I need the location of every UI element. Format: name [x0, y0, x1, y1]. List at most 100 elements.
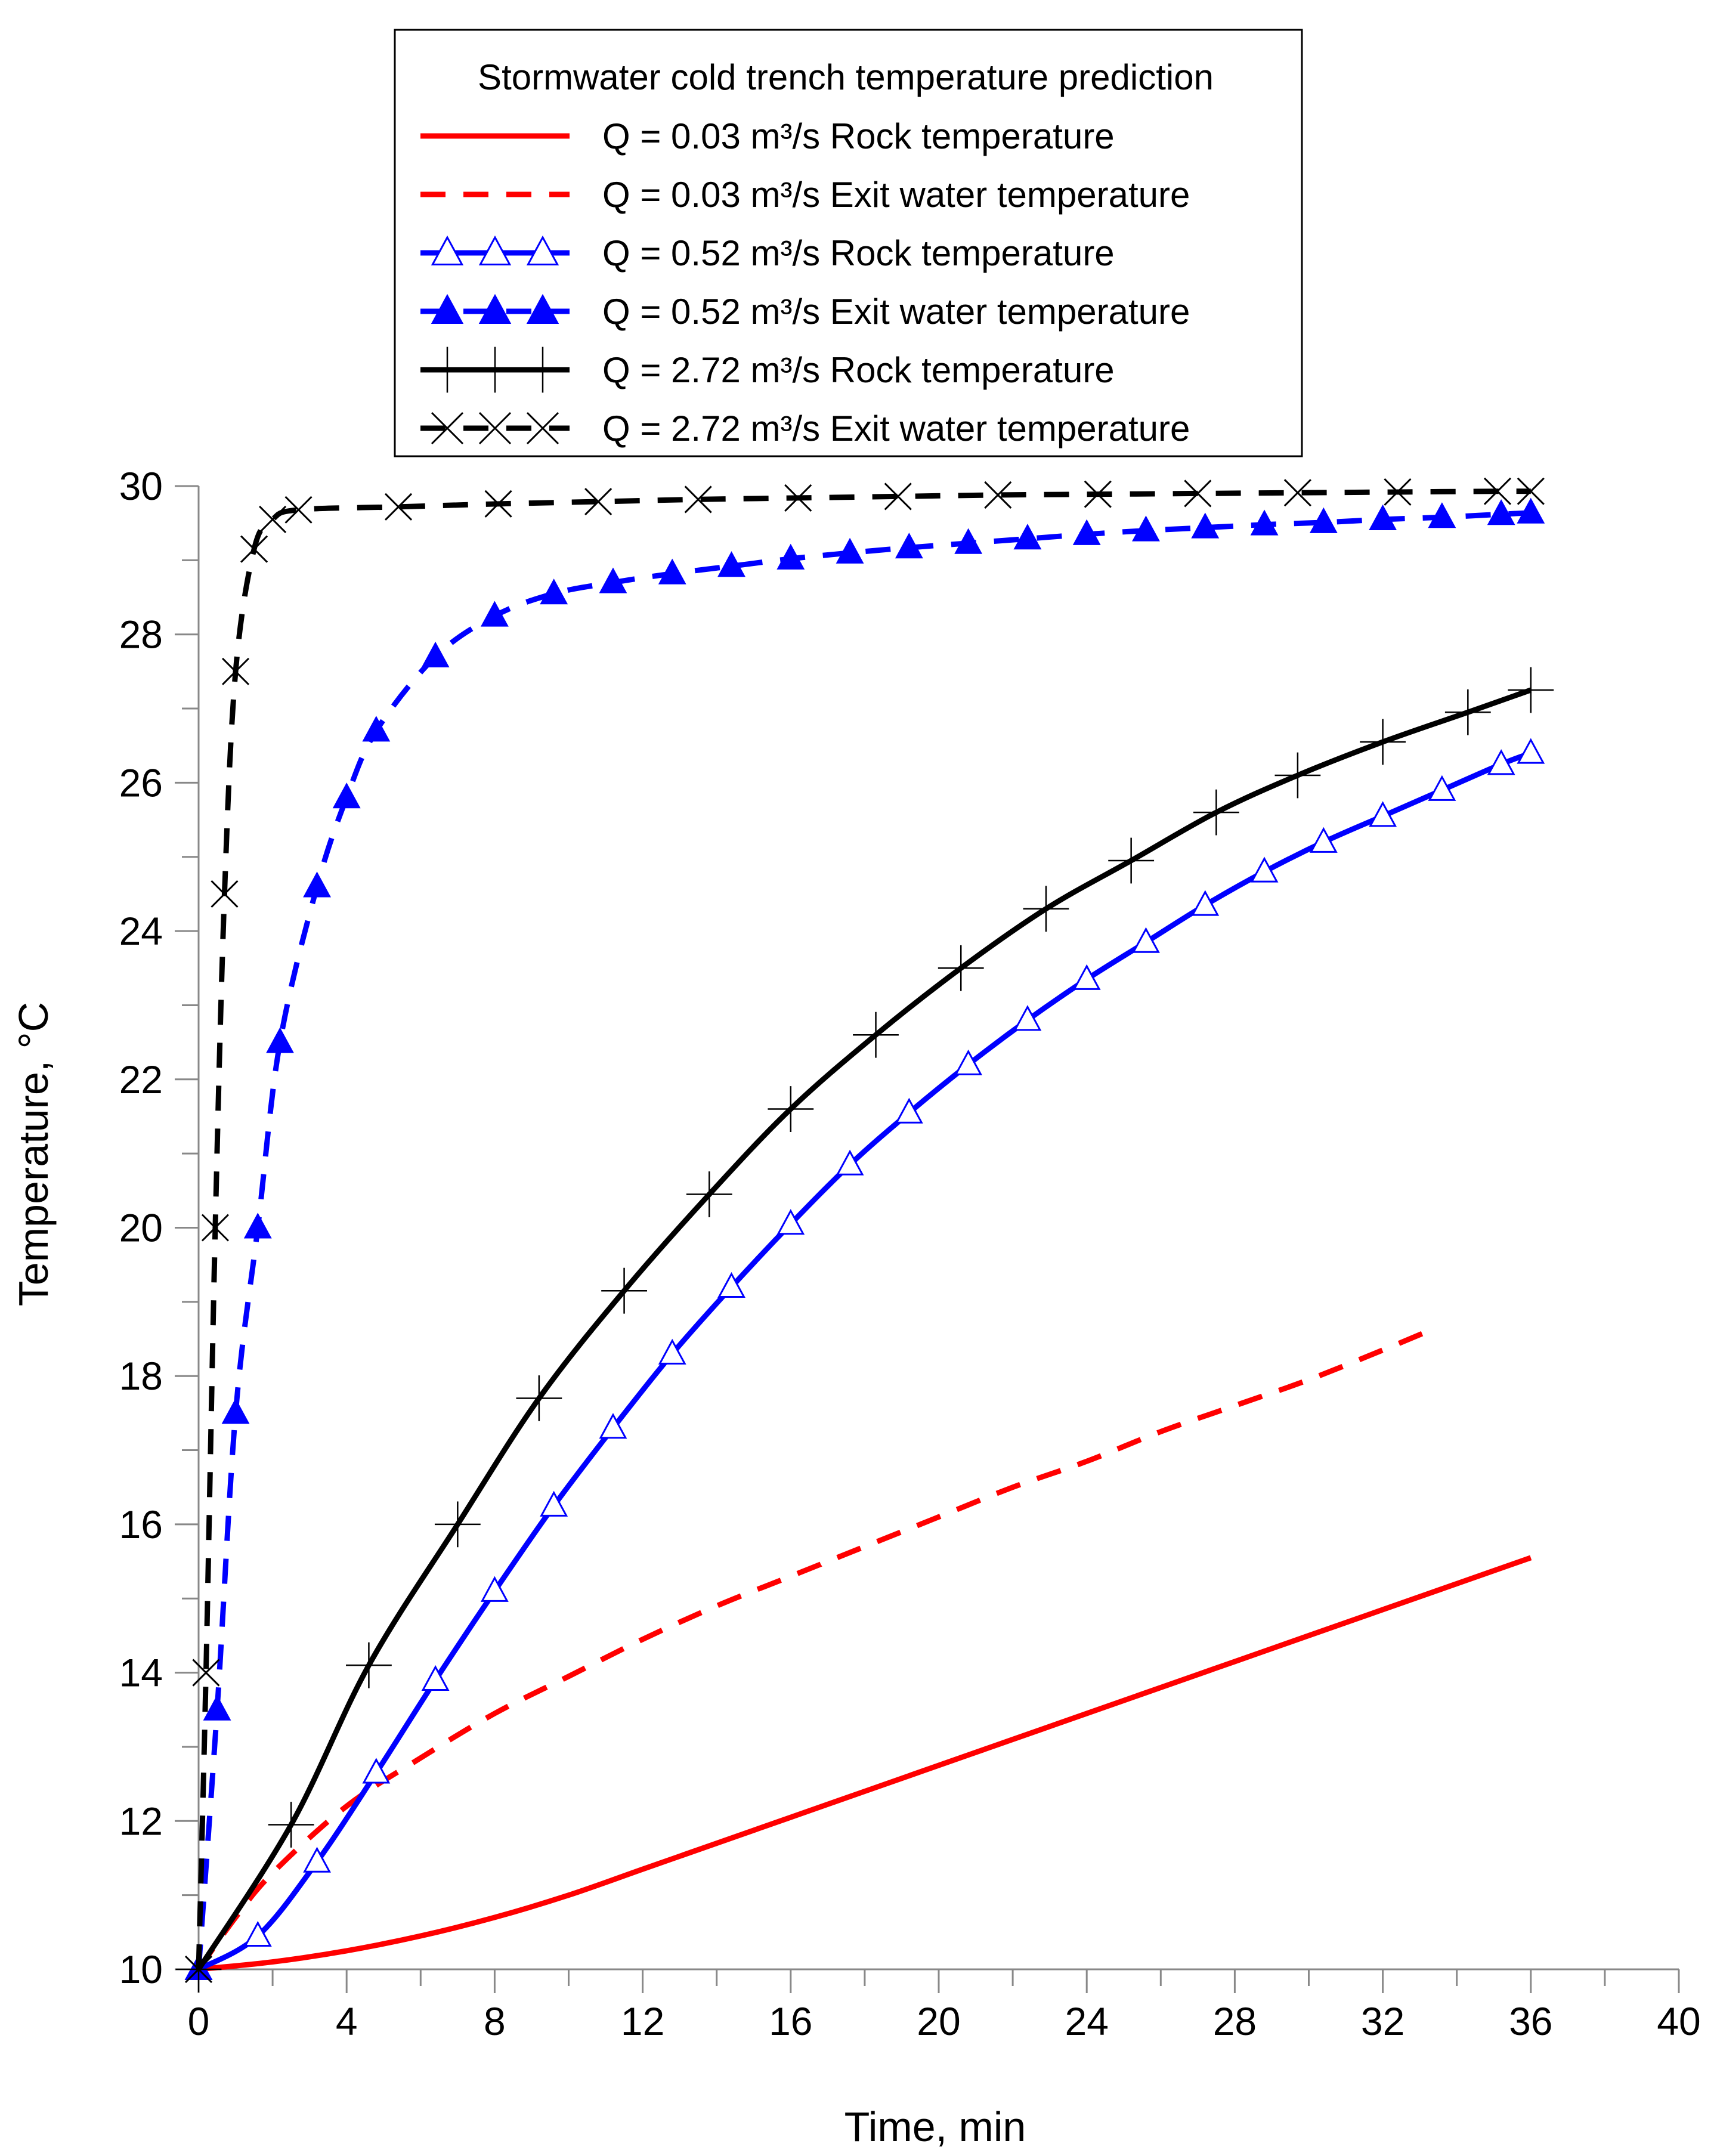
series-marker — [421, 641, 450, 668]
series-marker — [221, 657, 250, 685]
y-tick-label: 10 — [119, 1947, 163, 1991]
series-marker — [1250, 509, 1279, 536]
series-2 — [196, 1329, 1428, 1971]
series-marker — [1360, 719, 1406, 765]
legend-items: Q = 0.03 m³/s Rock temperature Q = 0.03 m… — [420, 116, 1190, 448]
series-marker — [1013, 1005, 1042, 1031]
series-marker — [526, 293, 559, 324]
series-marker — [599, 1413, 627, 1439]
series-marker — [431, 235, 464, 265]
series-marker — [424, 347, 471, 393]
marker-stroke — [284, 496, 313, 524]
series-marker — [421, 1665, 450, 1691]
marker-stroke — [478, 412, 512, 445]
legend-label: Q = 0.03 m³/s Rock temperature — [602, 116, 1115, 156]
series-marker — [1487, 749, 1515, 775]
series-marker — [853, 1012, 899, 1058]
series-marker — [480, 1576, 509, 1602]
x-tick-label: 28 — [1213, 1999, 1257, 2043]
x-tick-label: 4 — [336, 1999, 358, 2043]
marker-stroke — [221, 657, 250, 685]
series-marker — [243, 1212, 272, 1239]
series-marker — [431, 412, 464, 445]
x-axis-title: Time, min — [844, 2104, 1026, 2150]
series-marker — [1517, 477, 1545, 505]
series-3 — [184, 738, 1545, 1980]
series-marker — [1108, 837, 1155, 884]
series-marker — [284, 496, 313, 524]
x-tick-label: 16 — [769, 1999, 812, 2043]
y-tick-label: 12 — [119, 1799, 163, 1843]
series-marker — [1428, 775, 1456, 801]
marker-stroke — [584, 488, 612, 516]
series-marker — [1369, 504, 1397, 530]
series-marker — [434, 1501, 481, 1548]
series-marker — [472, 347, 518, 393]
marker-stroke — [201, 1214, 229, 1242]
series-marker — [243, 1920, 272, 1947]
x-tick-label: 20 — [917, 1999, 960, 2043]
series-marker — [1132, 515, 1160, 542]
series-marker — [1428, 502, 1456, 528]
x-tick-label: 12 — [621, 1999, 664, 2043]
series-marker — [1309, 507, 1338, 533]
legend-label: Q = 0.52 m³/s Rock temperature — [602, 233, 1115, 273]
series-6 — [184, 477, 1545, 1984]
series-line — [198, 1555, 1532, 1972]
series-marker — [332, 782, 361, 809]
series-marker — [1369, 801, 1397, 827]
marker-stroke — [884, 482, 912, 511]
marker-stroke — [1184, 480, 1212, 508]
series-1 — [198, 1555, 1532, 1972]
marker-stroke — [526, 412, 559, 445]
series-marker — [1517, 497, 1545, 524]
series-marker — [717, 1272, 745, 1298]
legend-label: Q = 0.52 m³/s Exit water temperature — [602, 292, 1190, 332]
series-marker — [776, 543, 805, 570]
series-marker — [362, 716, 391, 742]
series-marker — [268, 1802, 314, 1848]
legend-title: Stormwater cold trench temperature predi… — [478, 57, 1214, 97]
series-marker — [1309, 827, 1338, 853]
series-marker — [776, 1209, 805, 1235]
series-marker — [346, 1642, 392, 1688]
series-marker — [201, 1214, 229, 1242]
series-marker — [1517, 738, 1545, 764]
series-marker — [984, 481, 1012, 509]
series-marker — [1132, 927, 1160, 953]
marker-stroke — [1384, 478, 1412, 506]
series-marker — [526, 412, 559, 445]
series-marker — [1487, 499, 1515, 525]
marker-stroke — [1483, 477, 1512, 505]
series-marker — [784, 484, 812, 512]
series-marker — [1084, 480, 1112, 508]
series-marker — [192, 1659, 220, 1687]
marker-stroke — [385, 493, 413, 521]
marker-stroke — [192, 1659, 220, 1687]
series-marker — [362, 1758, 391, 1784]
y-tick-label: 20 — [119, 1206, 163, 1250]
series-marker — [1072, 964, 1101, 990]
legend: Stormwater cold trench temperature predi… — [394, 29, 1303, 457]
series-marker — [684, 485, 712, 514]
series-marker — [584, 488, 612, 516]
series-marker — [478, 293, 512, 324]
legend-item-5: Q = 2.72 m³/s Rock temperature — [420, 347, 1115, 393]
y-tick-label: 26 — [119, 760, 163, 805]
legend-item-2: Q = 0.03 m³/s Exit water temperature — [420, 175, 1190, 215]
legend-label: Q = 2.72 m³/s Exit water temperature — [602, 409, 1190, 448]
series-marker — [836, 537, 864, 564]
series-marker — [836, 1149, 864, 1176]
series-marker — [1013, 524, 1042, 550]
series-marker — [1023, 886, 1069, 932]
series-marker — [1274, 752, 1321, 799]
legend-item-4: Q = 0.52 m³/s Exit water temperature — [420, 292, 1190, 332]
series-marker — [1193, 789, 1239, 836]
x-tick-label: 24 — [1065, 1999, 1108, 2043]
series-marker — [266, 1027, 294, 1053]
series-marker — [938, 945, 984, 991]
legend-item-6: Q = 2.72 m³/s Exit water temperature — [420, 409, 1190, 448]
series-marker — [717, 551, 745, 577]
marker-stroke — [259, 505, 287, 534]
series-line — [197, 750, 1532, 1972]
